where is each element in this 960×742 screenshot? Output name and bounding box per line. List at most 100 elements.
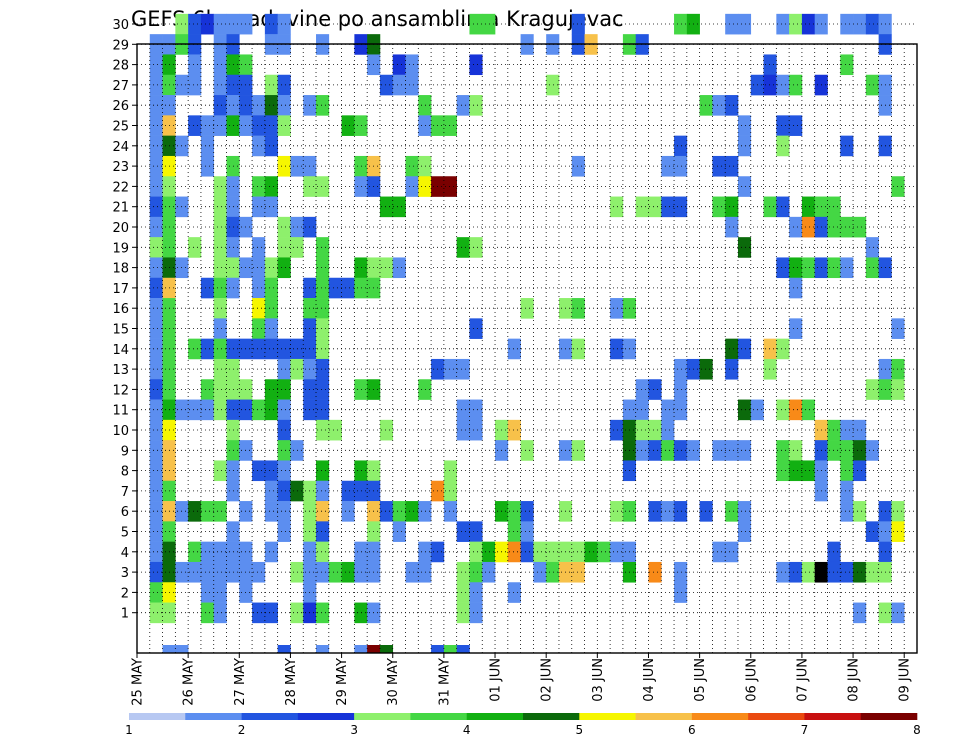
heatmap-cell (712, 440, 726, 461)
heatmap-cell (827, 196, 841, 218)
colorbar-label: 2 (238, 723, 246, 737)
heatmap-cell (840, 257, 854, 279)
heatmap-cell (469, 318, 483, 339)
heatmap-cell (213, 54, 227, 76)
heatmap-cell (776, 74, 790, 96)
heatmap-cell (264, 460, 278, 482)
heatmap-cell (264, 399, 278, 421)
heatmap-cell (316, 277, 330, 299)
heatmap-cell (200, 338, 215, 360)
y-tick-label: 5 (121, 526, 129, 541)
heatmap-cell (801, 13, 816, 35)
heatmap-cell (200, 399, 215, 421)
y-tick-label: 7 (121, 485, 129, 500)
heatmap-cell (597, 541, 611, 563)
heatmap-cell (674, 196, 688, 218)
heatmap-cell (277, 645, 291, 654)
heatmap-cell (699, 501, 713, 522)
heatmap-cell (213, 176, 227, 197)
heatmap-cell (328, 277, 342, 299)
heatmap-cell (149, 582, 163, 603)
heatmap-cell (469, 582, 483, 603)
heatmap-cell (149, 379, 163, 400)
heatmap-cell (776, 399, 790, 421)
heatmap-cell (443, 480, 457, 502)
heatmap-cell (482, 13, 496, 35)
heatmap-cell (737, 115, 752, 136)
heatmap-cell (443, 176, 457, 197)
heatmap-cells (149, 13, 905, 654)
heatmap-cell (507, 501, 521, 522)
heatmap-cell (418, 115, 432, 136)
heatmap-cell (648, 196, 662, 218)
heatmap-cell (188, 541, 202, 563)
heatmap-cell (316, 460, 330, 482)
heatmap-cell (661, 419, 675, 441)
heatmap-cell (188, 501, 202, 522)
heatmap-cell (405, 155, 419, 177)
heatmap-cell (456, 399, 470, 421)
heatmap-cell (213, 257, 227, 279)
heatmap-cell (610, 419, 624, 441)
heatmap-cell (418, 155, 432, 177)
heatmap-cell (277, 155, 291, 177)
heatmap-cell (264, 338, 278, 360)
colorbar-swatch (748, 713, 805, 720)
heatmap-cell (149, 54, 163, 76)
heatmap-cell (827, 419, 841, 441)
heatmap-cell (252, 277, 266, 299)
heatmap-cell (277, 95, 291, 116)
heatmap-cell (252, 318, 266, 339)
x-tick-label: 04 JUN (642, 658, 657, 702)
heatmap-cell (801, 561, 816, 583)
heatmap-cell (443, 358, 457, 380)
heatmap-cell (763, 196, 777, 218)
heatmap-cell (507, 521, 521, 542)
heatmap-cell (405, 176, 419, 197)
heatmap-cell (469, 95, 483, 116)
heatmap-cell (725, 196, 739, 218)
y-tick-label: 1 (121, 607, 129, 622)
heatmap-cell (316, 501, 330, 522)
heatmap-cell (776, 561, 790, 583)
heatmap-cell (674, 379, 688, 400)
heatmap-cell (264, 298, 278, 319)
heatmap-cell (175, 645, 189, 654)
x-tick-label: 02 JUN (540, 658, 555, 702)
heatmap-cell (200, 277, 215, 299)
heatmap-cell (149, 521, 163, 542)
heatmap-cell (149, 561, 163, 583)
y-tick-label: 19 (112, 241, 129, 256)
heatmap-cell (149, 419, 163, 441)
heatmap-cell (290, 338, 304, 360)
colorbar-swatch (635, 713, 693, 720)
heatmap-cell (571, 440, 585, 461)
heatmap-cell (149, 257, 163, 279)
heatmap-cell (443, 501, 457, 522)
heatmap-cell (213, 399, 227, 421)
heatmap-cell (277, 237, 291, 258)
colorbar-label: 4 (463, 723, 471, 737)
heatmap-cell (149, 237, 163, 258)
heatmap-cell (674, 399, 688, 421)
heatmap-cell (213, 602, 227, 624)
heatmap-cell (149, 155, 163, 177)
heatmap-cell (840, 419, 854, 441)
heatmap-cell (763, 358, 777, 380)
heatmap-cell (149, 176, 163, 197)
heatmap-cell (354, 115, 368, 136)
heatmap-cell (354, 645, 368, 654)
heatmap-cell (456, 237, 470, 258)
heatmap-cell (725, 541, 739, 563)
heatmap-cell (571, 561, 585, 583)
heatmap-cell (853, 440, 867, 461)
y-tick-label: 29 (112, 38, 129, 53)
heatmap-cell (264, 501, 278, 522)
heatmap-cell (277, 358, 291, 380)
heatmap-cell (149, 541, 163, 563)
heatmap-cell (865, 13, 879, 35)
heatmap-cell (469, 13, 483, 35)
heatmap-cell (674, 561, 688, 583)
heatmap-cell (469, 399, 483, 421)
y-axis-ticks: 1234567891011121314151617181920212223242… (112, 18, 137, 622)
